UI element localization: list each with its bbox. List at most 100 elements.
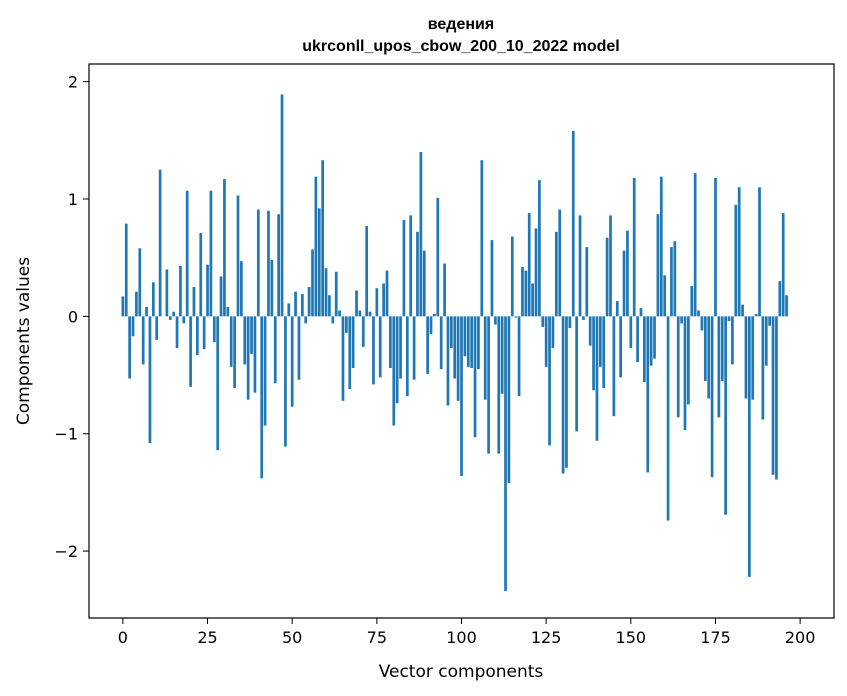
bar <box>375 288 379 317</box>
x-tick-label: 150 <box>616 628 647 647</box>
bar <box>598 316 602 367</box>
bar <box>422 250 426 317</box>
bar <box>568 316 572 329</box>
bar <box>361 316 365 347</box>
bar <box>165 269 169 317</box>
bar <box>358 310 362 317</box>
y-tick-label: 0 <box>68 307 78 326</box>
y-tick-label: 1 <box>68 190 78 209</box>
bar <box>314 176 318 317</box>
bar <box>602 316 606 388</box>
bar <box>517 316 521 397</box>
bar <box>345 316 348 333</box>
bar <box>334 271 338 317</box>
bar <box>456 316 460 401</box>
bar <box>758 187 761 317</box>
bar <box>128 316 131 379</box>
bar <box>538 180 541 317</box>
bar <box>412 316 416 380</box>
bar <box>175 316 179 349</box>
bar <box>429 316 433 334</box>
bar <box>656 214 660 317</box>
bar <box>287 303 291 317</box>
bar <box>558 209 562 317</box>
bar <box>615 301 619 317</box>
bar <box>229 316 233 367</box>
bar <box>240 261 243 317</box>
bar <box>670 247 673 317</box>
bar <box>382 283 385 317</box>
bar <box>731 316 734 365</box>
bar <box>124 223 128 317</box>
bar <box>612 316 616 417</box>
bar <box>402 220 406 317</box>
bar <box>460 316 463 476</box>
bar <box>131 316 135 337</box>
bar <box>121 296 125 317</box>
bar <box>747 316 751 577</box>
bar <box>534 228 538 317</box>
bar <box>724 316 727 515</box>
bar <box>649 316 653 366</box>
bar <box>202 316 206 350</box>
bar <box>439 316 443 370</box>
bar <box>619 316 623 378</box>
bar <box>609 215 612 317</box>
bar <box>324 268 328 317</box>
bar <box>158 169 162 317</box>
bar <box>693 173 697 317</box>
chart-subtitle: ukrconll_upos_cbow_200_10_2022 model <box>302 38 619 55</box>
bar <box>226 306 230 317</box>
bar <box>304 316 308 324</box>
bar <box>663 275 667 317</box>
bar <box>267 210 270 317</box>
bar <box>483 316 487 400</box>
bar <box>707 316 711 399</box>
bar <box>196 316 199 356</box>
bar <box>419 152 423 317</box>
bar <box>676 316 680 418</box>
bar <box>233 316 236 388</box>
bar <box>372 316 375 385</box>
bar <box>487 316 490 454</box>
bar <box>206 264 209 317</box>
bar <box>548 316 551 446</box>
bar <box>510 236 514 317</box>
bar <box>182 316 186 324</box>
bar <box>260 316 264 479</box>
bar <box>321 160 325 317</box>
bar <box>168 316 172 320</box>
bar <box>307 287 311 317</box>
bar <box>297 316 301 380</box>
bar <box>507 316 511 484</box>
bar <box>500 316 504 394</box>
bar <box>531 283 534 317</box>
bar <box>666 316 670 521</box>
bar <box>588 316 592 346</box>
bar <box>250 316 253 354</box>
bar <box>179 265 182 317</box>
bar <box>223 179 226 317</box>
y-tick-label: −2 <box>54 542 78 561</box>
x-tick-label: 50 <box>282 628 302 647</box>
bar <box>626 230 629 317</box>
bar <box>585 247 589 317</box>
bar <box>328 295 331 317</box>
bar <box>463 316 467 357</box>
bar <box>497 316 501 454</box>
bar <box>673 241 677 317</box>
bar <box>389 316 392 368</box>
bar <box>151 282 155 317</box>
bar <box>138 248 142 317</box>
bar <box>636 316 639 363</box>
bar <box>378 316 382 378</box>
bar <box>761 316 765 420</box>
bar <box>368 311 372 317</box>
bar <box>405 316 409 397</box>
bar <box>514 316 518 318</box>
bar <box>273 316 277 384</box>
bar <box>284 316 287 447</box>
bar <box>141 316 145 365</box>
x-tick-label: 75 <box>367 628 387 647</box>
bar <box>521 267 524 317</box>
